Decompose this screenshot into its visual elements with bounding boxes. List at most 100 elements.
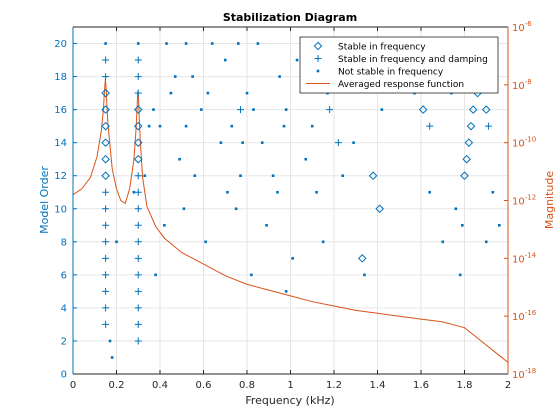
unstable-marker (458, 273, 462, 277)
unstable-marker (295, 58, 299, 62)
unstable-marker (363, 273, 366, 277)
legend-marker-swatch (313, 41, 323, 51)
unstable-marker (265, 223, 268, 227)
unstable-marker (158, 124, 162, 128)
unstable-marker (193, 174, 197, 178)
unstable-marker (271, 174, 275, 178)
y-left-tick-label: 18 (54, 72, 67, 83)
y-right-tick-label: 10-8 (512, 78, 532, 92)
stable-damping-marker (134, 238, 142, 246)
unstable-marker (352, 141, 355, 144)
unstable-marker (341, 174, 344, 178)
stable-frequency-marker (375, 204, 384, 214)
x-tick-label: 0.8 (239, 380, 255, 391)
x-tick-label: 1.6 (413, 380, 429, 391)
tick-exponent: -12 (525, 194, 536, 202)
y-right-tick-label: 10-10 (512, 136, 536, 150)
unstable-marker (234, 207, 238, 211)
x-tick-label: 0.6 (196, 380, 212, 391)
unstable-marker (226, 190, 229, 194)
unstable-marker (163, 223, 166, 227)
legend-box (299, 36, 499, 94)
unstable-marker (315, 190, 318, 194)
y-right-tick-label: 10-12 (512, 194, 536, 208)
unstable-marker (310, 124, 314, 128)
x-tick-label: 1.4 (370, 380, 386, 391)
unstable-marker (206, 91, 210, 95)
unstable-marker (178, 157, 181, 161)
x-axis-label: Frequency (kHz) (245, 394, 334, 407)
y-left-tick-label: 14 (54, 138, 67, 149)
stable-frequency-marker (133, 138, 143, 147)
stable-damping-marker (334, 139, 342, 147)
unstable-marker (104, 42, 107, 45)
unstable-marker (182, 207, 186, 211)
unstable-marker (250, 273, 253, 277)
stable-frequency-marker (466, 121, 476, 131)
unstable-marker (169, 91, 173, 95)
stable-damping-marker (134, 287, 142, 295)
tick-base: 10 (512, 139, 525, 150)
y-left-tick-label: 20 (54, 39, 67, 50)
y-right-tick-label: 10-16 (512, 309, 537, 323)
unstable-marker (252, 108, 255, 111)
markers-layer (101, 42, 501, 359)
stable-damping-marker (134, 73, 142, 81)
unstable-marker (173, 75, 177, 78)
unstable-marker (484, 240, 488, 244)
tick-base: 10 (512, 81, 525, 92)
stable-frequency-marker (101, 138, 110, 147)
unstable-marker (491, 190, 495, 194)
x-tick-label: 1 (287, 380, 293, 391)
stable-frequency-marker (133, 121, 143, 131)
unstable-marker (276, 190, 279, 194)
unstable-marker (136, 42, 140, 45)
unstable-marker (256, 42, 260, 45)
chart-title: Stabilization Diagram (223, 11, 357, 24)
unstable-marker (108, 339, 112, 343)
stable-frequency-marker (101, 171, 110, 181)
stable-frequency-marker (101, 105, 110, 114)
x-tick-label: 0 (70, 380, 76, 391)
unstable-marker (204, 240, 207, 244)
unstable-marker (143, 174, 147, 178)
y-right-tick-label: 10-14 (512, 251, 537, 265)
stable-damping-marker (134, 304, 142, 312)
stable-damping-marker (102, 304, 110, 312)
unstable-marker (428, 190, 431, 194)
stable-damping-marker (426, 122, 434, 130)
stable-frequency-marker (101, 88, 110, 98)
unstable-marker (165, 42, 168, 45)
unstable-marker (223, 58, 227, 62)
tick-base: 10 (512, 254, 525, 265)
stable-damping-marker (326, 106, 334, 114)
x-tick-label: 0.4 (152, 380, 168, 391)
unstable-marker (291, 257, 294, 260)
unstable-marker (152, 108, 155, 111)
y-left-tick-label: 4 (61, 303, 67, 314)
unstable-marker (304, 157, 308, 161)
response-curve-layer (72, 79, 509, 363)
tick-base: 10 (512, 197, 525, 208)
tick-exponent: -6 (525, 20, 533, 28)
unstable-marker (115, 240, 118, 244)
unstable-marker (245, 91, 249, 95)
stable-frequency-marker (133, 105, 143, 114)
stable-damping-marker (102, 205, 110, 213)
stable-damping-marker (134, 320, 142, 328)
tick-labels-layer: 0 0.2 0.4 0.6 0.8 1 1.2 1.4 1.6 1.8 20246810121416… (54, 20, 536, 391)
stable-damping-marker (102, 188, 110, 196)
y-right-tick-label: 10-18 (512, 367, 536, 381)
unstable-marker (184, 42, 188, 45)
tick-base: 10 (512, 23, 525, 34)
stable-damping-marker (102, 271, 110, 279)
stable-damping-marker (134, 337, 142, 345)
tick-exponent: -16 (525, 309, 537, 317)
unstable-marker (498, 223, 501, 227)
stable-frequency-marker (357, 254, 367, 263)
y-left-tick-label: 8 (61, 237, 67, 248)
stable-frequency-marker (464, 138, 474, 147)
stable-frequency-marker (133, 154, 143, 164)
unstable-marker (461, 223, 464, 227)
